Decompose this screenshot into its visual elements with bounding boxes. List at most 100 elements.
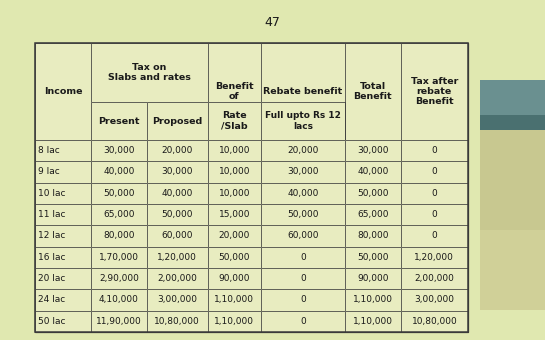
Bar (401, 225, 468, 246)
Bar (345, 183, 401, 204)
Bar (35, 225, 91, 246)
Bar (208, 204, 261, 225)
Bar (208, 246, 261, 268)
Bar (401, 246, 468, 268)
Bar (401, 289, 468, 311)
Bar (147, 246, 208, 268)
Bar (345, 140, 401, 161)
Text: 40,000: 40,000 (357, 167, 389, 176)
Bar (208, 43, 261, 140)
Bar (401, 140, 468, 161)
Bar (35, 183, 91, 204)
Text: 11,90,000: 11,90,000 (96, 317, 142, 326)
Text: 1,10,000: 1,10,000 (353, 295, 393, 304)
Bar (208, 204, 261, 225)
Bar (147, 204, 208, 225)
Text: 30,000: 30,000 (161, 167, 193, 176)
Bar (345, 246, 401, 268)
Bar (401, 311, 468, 332)
Text: 50,000: 50,000 (287, 210, 319, 219)
Bar (345, 289, 401, 311)
Text: 10,000: 10,000 (219, 167, 250, 176)
Bar (147, 268, 208, 289)
Text: Tax after
rebate
Benefit: Tax after rebate Benefit (411, 76, 458, 106)
Bar (261, 268, 345, 289)
Bar (480, 115, 545, 130)
Bar (345, 183, 401, 204)
Bar (401, 43, 468, 140)
Bar (261, 311, 345, 332)
Text: 11 lac: 11 lac (38, 210, 65, 219)
Bar (261, 183, 345, 204)
Text: 50,000: 50,000 (161, 210, 193, 219)
Bar (345, 204, 401, 225)
Bar (35, 140, 91, 161)
Bar (35, 43, 468, 332)
Text: 1,70,000: 1,70,000 (99, 253, 139, 262)
Bar (261, 225, 345, 246)
Text: 16 lac: 16 lac (38, 253, 65, 262)
Text: 50,000: 50,000 (103, 189, 135, 198)
Text: 40,000: 40,000 (287, 189, 319, 198)
Bar (91, 289, 147, 311)
Bar (35, 268, 91, 289)
Text: 9 lac: 9 lac (38, 167, 60, 176)
Bar (261, 140, 345, 161)
Text: 1,20,000: 1,20,000 (414, 253, 455, 262)
Bar (91, 43, 208, 102)
Text: 40,000: 40,000 (161, 189, 193, 198)
Text: 12 lac: 12 lac (38, 232, 65, 240)
Bar (35, 246, 91, 268)
Text: 10,000: 10,000 (219, 189, 250, 198)
Bar (91, 246, 147, 268)
Bar (208, 225, 261, 246)
Text: 65,000: 65,000 (357, 210, 389, 219)
Bar (208, 268, 261, 289)
Bar (208, 102, 261, 140)
Bar (261, 225, 345, 246)
Text: 40,000: 40,000 (103, 167, 135, 176)
Bar (401, 311, 468, 332)
Bar (345, 161, 401, 183)
Bar (261, 43, 345, 140)
Bar (35, 311, 91, 332)
Bar (147, 161, 208, 183)
Bar (345, 43, 401, 140)
Text: 65,000: 65,000 (103, 210, 135, 219)
Bar (91, 204, 147, 225)
Bar (208, 183, 261, 204)
Bar (91, 183, 147, 204)
Bar (147, 183, 208, 204)
Bar (91, 268, 147, 289)
Bar (401, 246, 468, 268)
Text: 1,10,000: 1,10,000 (214, 295, 255, 304)
Bar (91, 268, 147, 289)
Bar (147, 268, 208, 289)
Bar (261, 102, 345, 140)
Bar (208, 140, 261, 161)
Text: 10 lac: 10 lac (38, 189, 65, 198)
Text: 80,000: 80,000 (357, 232, 389, 240)
Bar (345, 140, 401, 161)
Bar (480, 230, 545, 310)
Bar (401, 183, 468, 204)
Bar (401, 161, 468, 183)
Bar (208, 225, 261, 246)
Text: 1,10,000: 1,10,000 (353, 317, 393, 326)
Bar (208, 161, 261, 183)
Bar (35, 183, 91, 204)
Bar (261, 268, 345, 289)
Text: 0: 0 (432, 232, 437, 240)
Text: 2,00,000: 2,00,000 (158, 274, 197, 283)
Bar (345, 43, 401, 140)
Bar (91, 102, 147, 140)
Text: 0: 0 (300, 253, 306, 262)
Bar (401, 161, 468, 183)
Bar (35, 204, 91, 225)
Text: Present: Present (98, 117, 140, 125)
Bar (91, 246, 147, 268)
Bar (261, 289, 345, 311)
Bar (345, 311, 401, 332)
Text: 0: 0 (432, 146, 437, 155)
Bar (261, 161, 345, 183)
